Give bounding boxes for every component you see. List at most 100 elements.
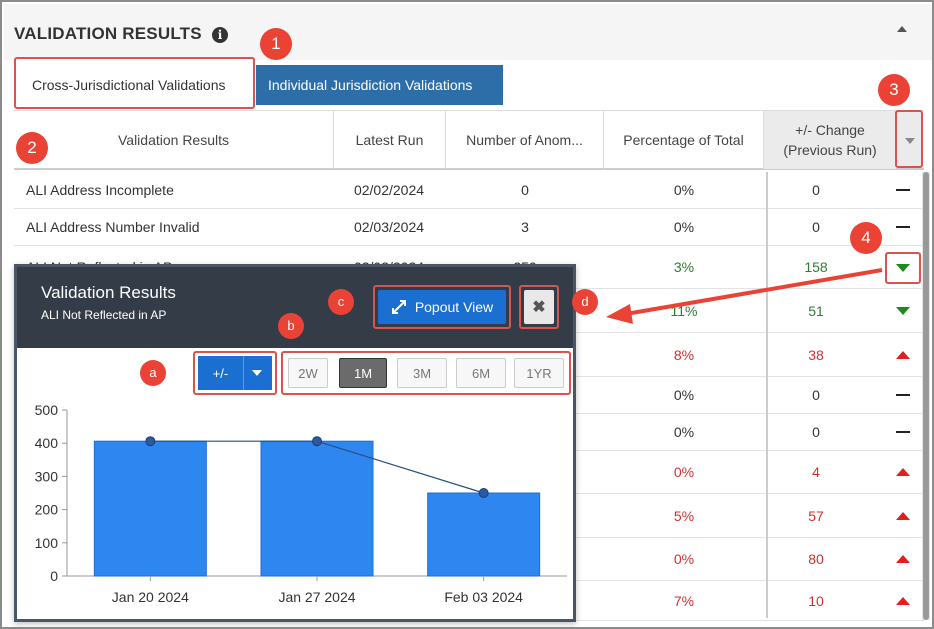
trend-indicator [890,377,916,413]
trend-point [478,488,489,498]
cell-change: 38 [808,346,824,363]
cell-change: 4 [812,464,820,480]
trend-indicator [890,538,916,580]
chart-bar [93,440,207,577]
close-button[interactable]: ✖ [524,290,554,324]
cell-percentage: 0% [673,424,695,440]
popout-view-button[interactable]: Popout View [378,290,506,324]
column-header-percentage[interactable]: Percentage of Total [604,111,764,169]
trend-point [312,436,322,447]
expand-icon [391,300,406,314]
tab-cross-jurisdictional[interactable]: Cross-Jurisdictional Validations [14,57,255,109]
range-1m-button[interactable]: 1M [339,358,387,388]
no-change-icon [896,431,910,433]
y-tick-label: 100 [35,535,59,551]
panel-header: VALIDATION RESULTS i [4,4,932,60]
y-tick-label: 300 [35,468,59,484]
sort-dropdown-button[interactable] [895,110,923,168]
trend-indicator [890,209,916,245]
range-6m-button[interactable]: 6M [456,358,506,388]
callout-d: d [572,289,598,315]
panel-title: VALIDATION RESULTS [14,24,202,43]
chevron-down-icon [252,370,262,376]
cell-anomalies: 0 [521,182,529,198]
cell-change: 0 [812,219,820,235]
tab-individual-jurisdiction[interactable]: Individual Jurisdiction Validations [256,65,503,105]
cell-percentage: 11% [670,302,698,319]
table-row[interactable]: ALI Address Number Invalid 02/03/2024 3 0% 0 [14,209,924,246]
scrollbar-thumb[interactable] [923,172,929,620]
cell-validation-name: ALI Address Number Invalid [26,219,200,235]
callout-c: c [328,289,354,315]
close-highlight: ✖ [519,285,559,329]
column-header-change[interactable]: +/- Change (Previous Run) [764,111,896,169]
cell-change: 80 [808,551,824,567]
close-icon: ✖ [532,299,546,316]
cell-latest-run: 02/02/2024 [353,182,425,198]
column-header-anomalies[interactable]: Number of Anom... [446,111,604,169]
cell-change: 158 [804,259,828,275]
callout-4: 4 [850,222,882,254]
y-tick-label: 200 [35,502,59,518]
cell-percentage: 3% [673,259,695,275]
no-change-icon [896,394,910,396]
trend-indicator [890,289,916,332]
info-icon[interactable]: i [212,27,228,43]
trend-down-icon [896,264,910,272]
change-mode-button[interactable]: +/- [198,356,244,390]
trend-up-icon [896,350,910,359]
trend-indicator [890,414,916,450]
cell-percentage: 0% [673,551,695,567]
cell-change: 10 [808,592,824,609]
popup-subtitle: ALI Not Reflected in AP [41,308,167,322]
x-tick-label: Jan 27 2024 [278,589,355,605]
cell-validation-name: ALI Address Incomplete [26,182,174,198]
trend-chart: 0 100 200 300 400 500 Jan 20 2024 Jan 27 2024 Fe… [35,402,567,605]
cell-latest-run: 02/03/2024 [353,219,425,235]
trend-indicator [890,451,916,493]
cell-anomalies: 3 [521,219,529,235]
cell-percentage: 5% [673,507,695,524]
trend-up-icon [896,555,910,563]
cell-percentage: 0% [673,219,695,235]
column-header-validation-results[interactable]: Validation Results [14,111,334,169]
popout-highlight: Popout View [373,285,511,329]
x-tick-label: Jan 20 2024 [112,589,189,605]
range-highlight: 2W 1M 3M 6M 1YR [281,351,571,395]
table-header: Validation Results Latest Run Number of … [14,110,924,170]
callout-2: 2 [16,132,48,164]
cell-change: 0 [812,424,820,440]
x-tick-label: Feb 03 2024 [444,589,523,605]
tab-label: Cross-Jurisdictional Validations [32,77,226,93]
trend-indicator [890,172,916,208]
callout-b: b [278,313,304,339]
range-2w-button[interactable]: 2W [288,358,328,388]
cell-percentage: 8% [673,346,695,363]
trend-indicator-highlight[interactable] [885,252,921,284]
cell-percentage: 0% [673,387,695,403]
no-change-icon [896,226,910,228]
mode-dropdown-button[interactable] [244,356,272,390]
trend-indicator [890,581,916,620]
range-1yr-button[interactable]: 1YR [514,358,564,388]
callout-3: 3 [878,74,910,106]
collapse-icon[interactable] [897,26,907,32]
trend-indicator [890,333,916,376]
trend-indicator [890,494,916,537]
popup-title: Validation Results [41,283,176,302]
column-header-latest-run[interactable]: Latest Run [334,111,446,169]
cell-percentage: 0% [673,182,695,198]
popout-view-label: Popout View [414,299,494,315]
trend-down-icon [896,306,910,315]
trend-point [145,436,156,447]
cell-change: 51 [808,302,824,319]
cell-percentage: 7% [673,592,695,609]
chart-bar [260,440,374,577]
y-tick-label: 400 [35,435,59,451]
callout-a: a [140,360,166,386]
table-row[interactable]: ALI Address Incomplete 02/02/2024 0 0% 0 [14,172,924,209]
cell-change: 0 [812,387,820,403]
range-3m-button[interactable]: 3M [397,358,447,388]
column-divider [766,172,768,618]
